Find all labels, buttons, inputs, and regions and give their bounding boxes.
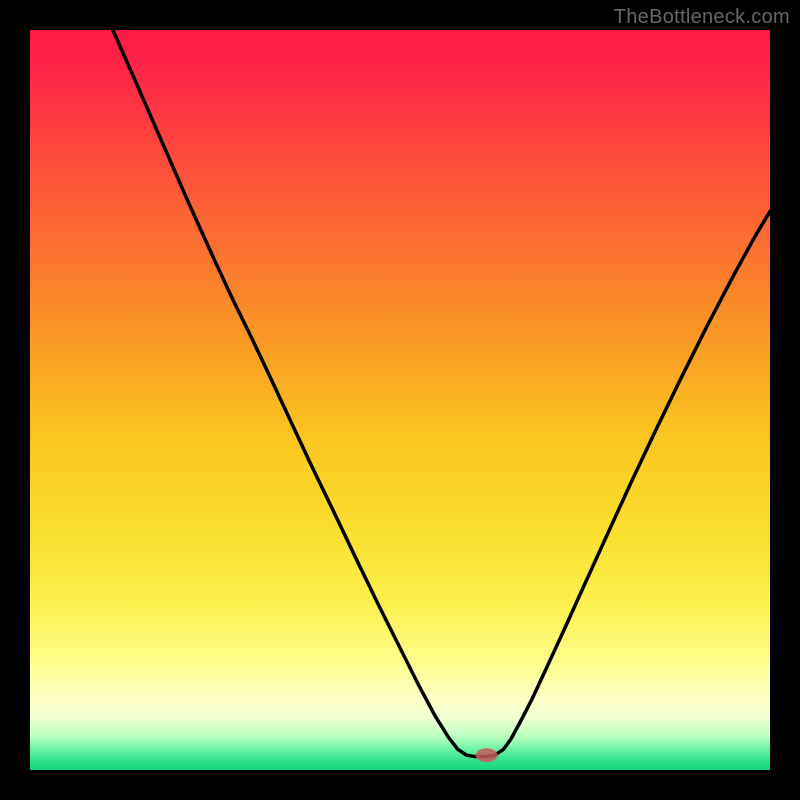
gradient-background <box>30 30 770 770</box>
plot-area <box>30 30 770 770</box>
chart-container: TheBottleneck.com <box>0 0 800 800</box>
watermark-text: TheBottleneck.com <box>614 6 790 29</box>
